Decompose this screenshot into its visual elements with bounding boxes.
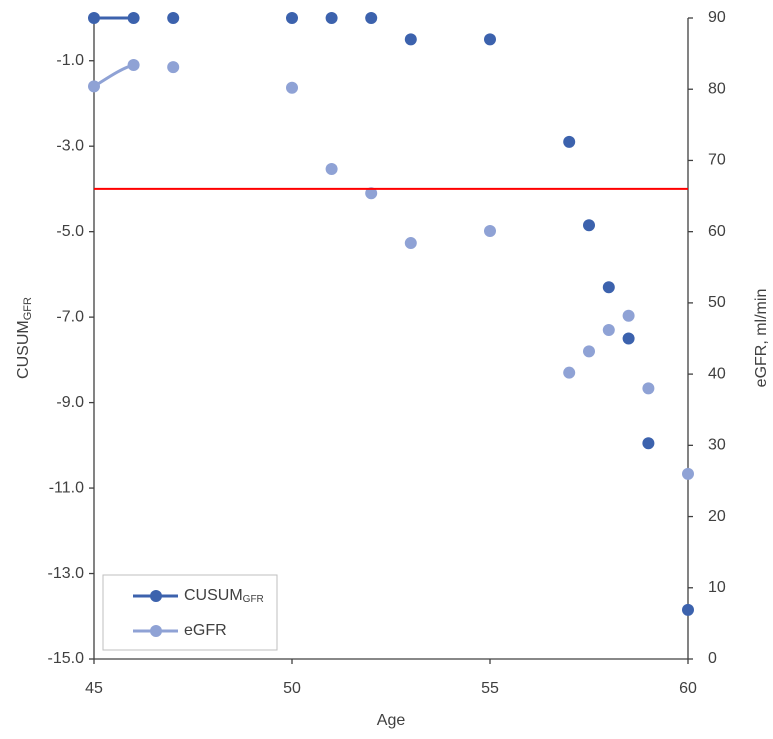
data-point bbox=[682, 603, 694, 616]
y2-tick-label: 10 bbox=[708, 579, 726, 596]
data-point bbox=[365, 12, 378, 24]
y2-tick-label: 30 bbox=[708, 437, 726, 454]
y-axis-title: CUSUMGFR bbox=[15, 297, 34, 379]
y-tick-label: -7.0 bbox=[56, 308, 84, 325]
data-point bbox=[484, 224, 496, 237]
y2-axis-title: eGFR, ml/min bbox=[753, 289, 770, 388]
y-axis-title-sub: GFR bbox=[22, 297, 34, 320]
data-point bbox=[642, 437, 655, 450]
plot bbox=[88, 12, 694, 616]
x-tick-label: 45 bbox=[85, 680, 103, 697]
x-tick-label: 55 bbox=[481, 680, 499, 697]
data-point bbox=[602, 281, 615, 294]
data-point bbox=[325, 162, 338, 175]
data-point bbox=[484, 33, 496, 46]
data-point bbox=[286, 81, 298, 94]
data-point bbox=[404, 237, 417, 250]
data-point bbox=[167, 61, 180, 74]
y-tick-label: -15.0 bbox=[48, 650, 85, 667]
data-point bbox=[88, 12, 100, 24]
y-tick-label: -9.0 bbox=[56, 394, 84, 411]
y-tick-label: -13.0 bbox=[48, 565, 85, 582]
x-tick-label: 60 bbox=[679, 680, 697, 697]
data-point bbox=[286, 12, 298, 24]
data-point bbox=[642, 382, 655, 395]
data-point bbox=[563, 366, 576, 379]
legend-label: CUSUMGFR bbox=[184, 587, 264, 604]
data-point bbox=[88, 80, 100, 93]
y-tick-label: -11.0 bbox=[49, 479, 84, 496]
data-point bbox=[127, 59, 140, 72]
y2-tick-label: 0 bbox=[708, 650, 717, 667]
y2-tick-label: 40 bbox=[708, 365, 726, 382]
data-point bbox=[622, 332, 635, 345]
y-axis-title-main: CUSUM bbox=[15, 320, 32, 379]
y2-tick-label: 50 bbox=[708, 294, 726, 311]
legend-label-main: CUSUM bbox=[184, 587, 243, 604]
data-point bbox=[325, 12, 338, 24]
y-tick-label: -3.0 bbox=[56, 137, 84, 154]
y2-tick-label: 70 bbox=[708, 152, 726, 169]
data-point bbox=[622, 309, 635, 322]
y-tick-label: -1.0 bbox=[56, 52, 84, 69]
legend-marker bbox=[150, 590, 162, 602]
data-point bbox=[682, 467, 694, 480]
legend-marker bbox=[150, 625, 162, 637]
legend-label-sub: GFR bbox=[243, 594, 264, 605]
legend-label: eGFR bbox=[184, 622, 227, 639]
data-point bbox=[602, 323, 615, 336]
legend-label-main: eGFR bbox=[184, 622, 227, 639]
data-point bbox=[404, 33, 417, 46]
y-tick-label: -5.0 bbox=[56, 223, 84, 240]
y2-tick-label: 60 bbox=[708, 223, 726, 240]
data-point bbox=[167, 12, 180, 24]
data-point bbox=[365, 187, 378, 200]
y2-tick-label: 20 bbox=[708, 508, 726, 525]
series-line bbox=[93, 63, 135, 88]
y2-tick-label: 80 bbox=[708, 80, 726, 97]
legend bbox=[102, 574, 278, 651]
x-axis-title: Age bbox=[377, 712, 406, 729]
y2-tick-label: 90 bbox=[708, 9, 726, 26]
data-point bbox=[583, 219, 595, 232]
data-point bbox=[563, 135, 576, 148]
data-point bbox=[583, 345, 595, 358]
x-tick-label: 50 bbox=[283, 680, 301, 697]
data-point bbox=[127, 12, 140, 24]
